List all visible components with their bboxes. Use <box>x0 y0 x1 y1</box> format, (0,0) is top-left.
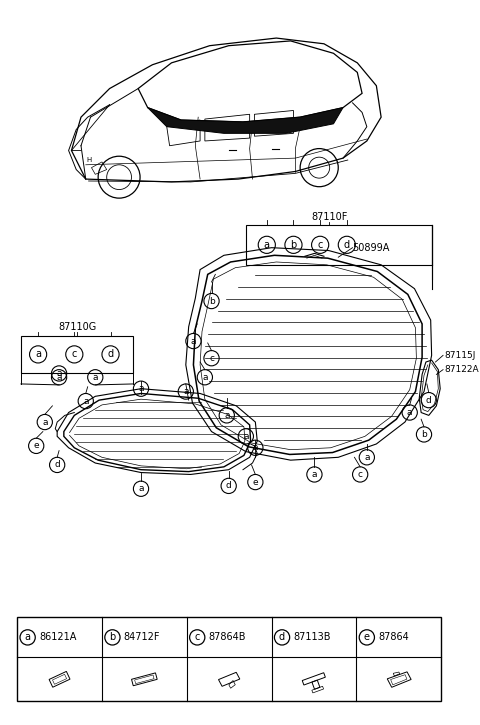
Text: 86121A: 86121A <box>39 632 76 642</box>
Text: a: a <box>42 418 48 426</box>
Text: e: e <box>252 478 258 486</box>
Text: 84712F: 84712F <box>124 632 160 642</box>
Text: a: a <box>202 373 208 382</box>
Text: a: a <box>224 411 229 420</box>
Text: b: b <box>209 297 215 305</box>
Text: a: a <box>93 373 98 382</box>
Text: c: c <box>317 240 323 250</box>
Text: b: b <box>109 632 116 642</box>
Text: c: c <box>209 354 214 362</box>
Text: e: e <box>364 632 370 642</box>
Text: a: a <box>35 349 41 360</box>
Text: 87122A: 87122A <box>444 365 479 374</box>
Text: 87115J: 87115J <box>444 351 475 360</box>
Text: c: c <box>194 632 200 642</box>
Text: a: a <box>243 432 249 441</box>
Text: 87110F: 87110F <box>311 212 348 222</box>
Text: d: d <box>226 481 231 490</box>
Text: c: c <box>72 349 77 360</box>
Text: 87113B: 87113B <box>293 632 331 642</box>
Text: a: a <box>312 470 317 479</box>
Text: 87864: 87864 <box>378 632 409 642</box>
Text: a: a <box>364 453 370 462</box>
Text: d: d <box>344 240 350 250</box>
Text: a: a <box>56 373 62 382</box>
Text: a: a <box>138 384 144 393</box>
Text: 50899A: 50899A <box>352 243 390 253</box>
Text: a: a <box>191 336 196 346</box>
Text: a: a <box>407 408 412 417</box>
Text: 87864B: 87864B <box>209 632 246 642</box>
Text: e: e <box>34 442 39 450</box>
Polygon shape <box>148 107 343 133</box>
Text: 87110G: 87110G <box>58 322 96 332</box>
Text: b: b <box>421 430 427 439</box>
Text: a: a <box>138 484 144 493</box>
Text: d: d <box>54 460 60 469</box>
Text: a: a <box>252 443 258 452</box>
Text: a: a <box>24 632 31 642</box>
Text: d: d <box>426 396 432 405</box>
Text: d: d <box>279 632 285 642</box>
Text: c: c <box>358 470 363 479</box>
Text: a: a <box>83 397 88 405</box>
Text: d: d <box>108 349 114 360</box>
Text: a: a <box>264 240 270 250</box>
Text: H: H <box>86 157 91 163</box>
Text: a: a <box>183 387 189 396</box>
Text: b: b <box>290 240 297 250</box>
Text: a: a <box>56 369 62 378</box>
